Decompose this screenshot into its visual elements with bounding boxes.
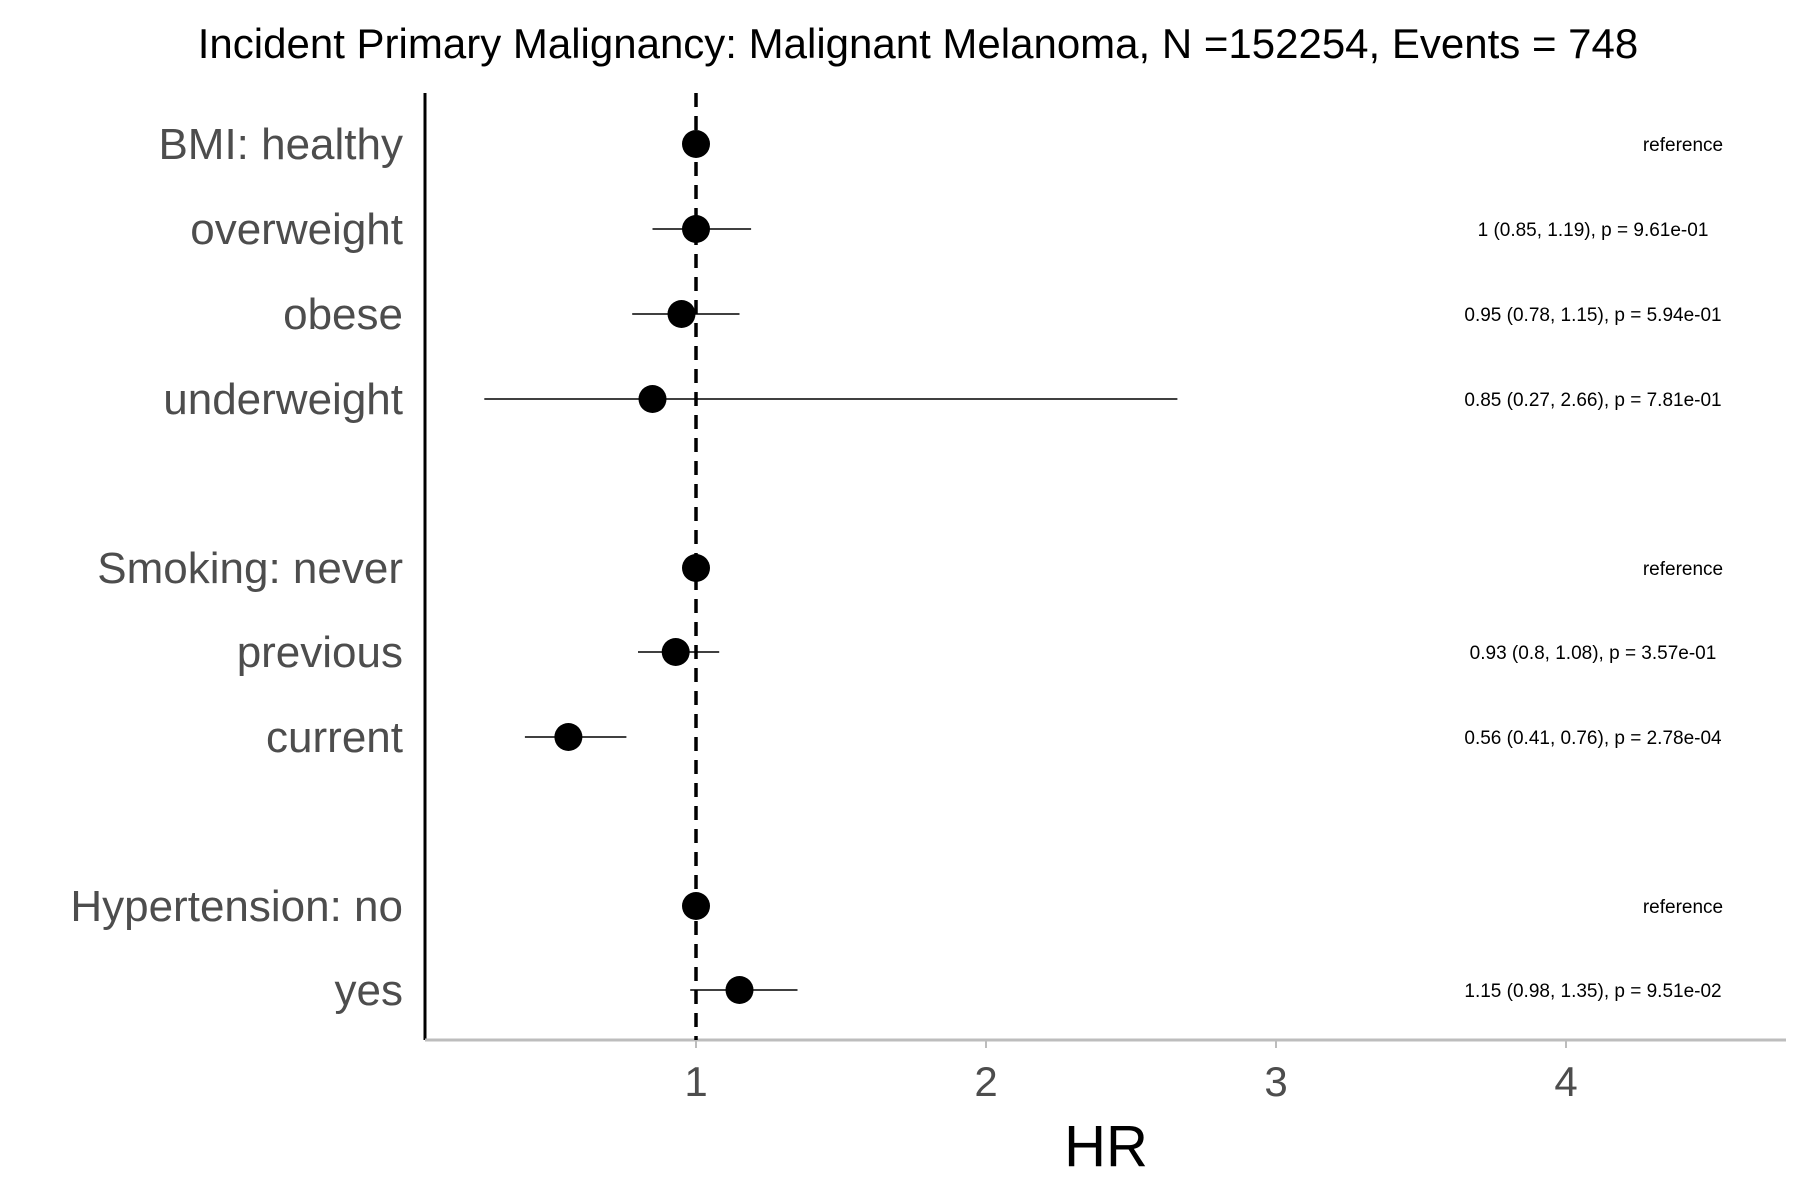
hazard-ratio-point bbox=[667, 300, 696, 328]
estimate-annotation: 0.56 (0.41, 0.76), p = 2.78e-04 bbox=[1464, 728, 1722, 749]
forest-row: previous 0.93 (0.8, 1.08), p = 3.57e-01 bbox=[237, 628, 1717, 677]
hazard-ratio-point bbox=[682, 892, 710, 920]
hazard-ratio-point bbox=[554, 723, 583, 751]
hazard-ratio-point bbox=[725, 976, 754, 1004]
estimate-annotation: 1.15 (0.98, 1.35), p = 9.51e-02 bbox=[1464, 981, 1721, 1002]
estimate-annotation: 0.95 (0.78, 1.15), p = 5.94e-01 bbox=[1464, 305, 1721, 326]
forest-row: obese 0.95 (0.78, 1.15), p = 5.94e-01 bbox=[283, 290, 1722, 339]
estimate-annotation: 0.85 (0.27, 2.66), p = 7.81e-01 bbox=[1464, 390, 1721, 411]
row-label: yes bbox=[335, 966, 403, 1015]
row-label: Smoking: never bbox=[97, 544, 403, 593]
estimate-annotation: reference bbox=[1643, 559, 1723, 580]
hazard-ratio-point bbox=[638, 385, 667, 413]
x-tick-label: 1 bbox=[684, 1058, 707, 1105]
row-label: BMI: healthy bbox=[158, 120, 403, 169]
estimate-annotation: 1 (0.85, 1.19), p = 9.61e-01 bbox=[1478, 220, 1709, 241]
row-label: current bbox=[266, 713, 403, 762]
row-label: overweight bbox=[190, 205, 403, 254]
row-label: obese bbox=[283, 290, 403, 339]
forest-row: current 0.56 (0.41, 0.76), p = 2.78e-04 bbox=[266, 713, 1722, 762]
x-axis-ticks: 1 2 3 4 bbox=[684, 1040, 1578, 1105]
x-tick-label: 2 bbox=[974, 1058, 997, 1105]
hazard-ratio-point bbox=[682, 554, 710, 582]
row-label: previous bbox=[237, 628, 403, 677]
hazard-ratio-point bbox=[682, 215, 710, 243]
forest-row: Smoking: never reference bbox=[97, 544, 1723, 593]
forest-row: underweight 0.85 (0.27, 2.66), p = 7.81e-… bbox=[163, 375, 1721, 424]
hazard-ratio-point bbox=[661, 638, 690, 666]
x-tick-label: 4 bbox=[1554, 1058, 1577, 1105]
estimate-annotation: reference bbox=[1643, 135, 1723, 156]
forest-row: Hypertension: no reference bbox=[70, 882, 1723, 931]
chart-title: Incident Primary Malignancy: Malignant M… bbox=[198, 20, 1638, 67]
forest-row: BMI: healthy reference bbox=[158, 120, 1723, 169]
estimate-annotation: reference bbox=[1643, 897, 1723, 918]
row-label: underweight bbox=[163, 375, 403, 424]
x-axis-label: HR bbox=[1064, 1114, 1148, 1179]
row-label: Hypertension: no bbox=[70, 882, 403, 931]
estimate-annotation: 0.93 (0.8, 1.08), p = 3.57e-01 bbox=[1470, 643, 1717, 664]
forest-rows: BMI: healthy reference overweight 1 (0.85, … bbox=[70, 120, 1723, 1015]
x-tick-label: 3 bbox=[1264, 1058, 1287, 1105]
forest-row: yes 1.15 (0.98, 1.35), p = 9.51e-02 bbox=[335, 966, 1722, 1015]
hazard-ratio-point bbox=[682, 130, 710, 158]
forest-row: overweight 1 (0.85, 1.19), p = 9.61e-01 bbox=[190, 205, 1708, 254]
